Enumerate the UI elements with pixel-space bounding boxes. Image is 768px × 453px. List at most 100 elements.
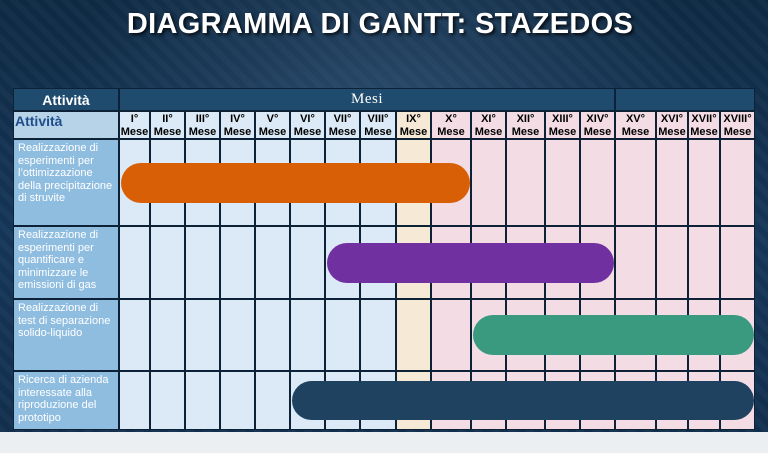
header-months-extension xyxy=(615,88,755,111)
grid-cell xyxy=(471,139,506,226)
month-header-15: XV° Mese xyxy=(615,111,656,139)
grid-cell xyxy=(615,139,656,226)
grid-cell xyxy=(119,371,150,430)
grid-cell xyxy=(185,226,220,299)
gantt-bar-2 xyxy=(327,242,614,283)
grid-cell xyxy=(656,139,688,226)
month-header-11: XI° Mese xyxy=(471,111,506,139)
month-number: XIV° xyxy=(586,113,609,125)
month-number: VIII° xyxy=(367,113,389,125)
grid-cell xyxy=(119,226,150,299)
month-header-1: I° Mese xyxy=(119,111,150,139)
month-header-7: VII° Mese xyxy=(325,111,360,139)
month-number: XII° xyxy=(516,113,535,125)
month-word: Mese xyxy=(223,125,252,138)
month-word: Mese xyxy=(621,125,650,138)
month-word: Mese xyxy=(364,125,392,138)
grid-cell xyxy=(720,226,755,299)
grid-cell xyxy=(290,299,325,371)
slide-background: DIAGRAMMA DI GANTT: STAZEDOS Attività Me… xyxy=(0,0,768,432)
month-word: Mese xyxy=(258,125,287,138)
month-word: Mese xyxy=(293,125,322,138)
subheader-activity: Attività xyxy=(13,111,119,139)
month-number: IX° xyxy=(406,113,421,125)
grid-cell xyxy=(688,139,720,226)
month-number: V° xyxy=(266,113,279,125)
bottom-strip xyxy=(0,432,768,453)
month-header-2: II° Mese xyxy=(150,111,185,139)
grid-cell xyxy=(119,299,150,371)
month-number: IV° xyxy=(230,113,245,125)
header-months: Mesi xyxy=(119,88,615,111)
month-number: XVII° xyxy=(691,113,717,125)
month-number: VII° xyxy=(333,113,352,125)
grid-cell xyxy=(396,299,431,371)
month-header-5: V° Mese xyxy=(255,111,290,139)
activity-label-2: Realizzazione di esperimenti per quantif… xyxy=(13,226,119,299)
grid-cell xyxy=(150,226,185,299)
grid-cell xyxy=(220,226,255,299)
month-number: XVI° xyxy=(660,113,684,125)
activity-label-1: Realizzazione di esperimenti per l’ottim… xyxy=(13,139,119,226)
gantt-bar-4 xyxy=(292,381,754,420)
month-header-17: XVII° Mese xyxy=(688,111,720,139)
grid-cell xyxy=(255,226,290,299)
grid-cell xyxy=(255,371,290,430)
grid-cell xyxy=(290,226,325,299)
month-number: I° xyxy=(130,113,139,125)
month-word: Mese xyxy=(690,125,718,138)
slide-title: DIAGRAMMA DI GANTT: STAZEDOS xyxy=(126,8,634,40)
grid-cell xyxy=(545,139,580,226)
grid-cell xyxy=(185,299,220,371)
grid-cell xyxy=(150,371,185,430)
grid-cell xyxy=(656,226,688,299)
month-word: Mese xyxy=(120,125,149,138)
month-number: X° xyxy=(445,113,457,125)
grid-cell xyxy=(360,299,396,371)
month-number: VI° xyxy=(300,113,315,125)
month-header-4: IV° Mese xyxy=(220,111,255,139)
grid-cell xyxy=(720,139,755,226)
grid-cell xyxy=(615,226,656,299)
month-number: II° xyxy=(162,113,173,125)
month-header-8: VIII° Mese xyxy=(360,111,396,139)
month-header-9: IX° Mese xyxy=(396,111,431,139)
grid-cell xyxy=(150,299,185,371)
month-header-13: XIII° Mese xyxy=(545,111,580,139)
month-word: Mese xyxy=(328,125,357,138)
month-header-12: XII° Mese xyxy=(506,111,545,139)
gantt-bar-1 xyxy=(121,162,470,203)
activity-label-3: Realizzazione di test di separazione sol… xyxy=(13,299,119,371)
month-word: Mese xyxy=(511,125,540,138)
month-word: Mese xyxy=(437,125,465,138)
month-header-16: XVI° Mese xyxy=(656,111,688,139)
gantt-bar-3 xyxy=(473,315,754,355)
grid-cell xyxy=(185,371,220,430)
month-word: Mese xyxy=(548,125,577,138)
month-header-14: XIV° Mese xyxy=(580,111,615,139)
month-header-3: III° Mese xyxy=(185,111,220,139)
month-word: Mese xyxy=(583,125,612,138)
month-number: XI° xyxy=(481,113,496,125)
activity-label-4: Ricerca di azienda interessate alla ripr… xyxy=(13,371,119,430)
month-word: Mese xyxy=(658,125,686,138)
grid-cell xyxy=(688,226,720,299)
grid-cell xyxy=(220,299,255,371)
month-header-18: XVIII° Mese xyxy=(720,111,755,139)
month-word: Mese xyxy=(188,125,217,138)
month-header-6: VI° Mese xyxy=(290,111,325,139)
month-number: III° xyxy=(195,113,210,125)
month-word: Mese xyxy=(399,125,428,138)
month-word: Mese xyxy=(153,125,182,138)
month-word: Mese xyxy=(474,125,503,138)
gantt-table: Attività Mesi Attività I° Mese II° Mese III°… xyxy=(13,88,755,430)
grid-cell xyxy=(506,139,545,226)
grid-cell xyxy=(580,139,615,226)
header-activity: Attività xyxy=(13,88,119,111)
grid-cell xyxy=(220,371,255,430)
month-number: XIII° xyxy=(552,113,573,125)
month-number: XV° xyxy=(625,113,646,125)
grid-cell xyxy=(431,299,471,371)
grid-cell xyxy=(255,299,290,371)
month-header-10: X° Mese xyxy=(431,111,471,139)
